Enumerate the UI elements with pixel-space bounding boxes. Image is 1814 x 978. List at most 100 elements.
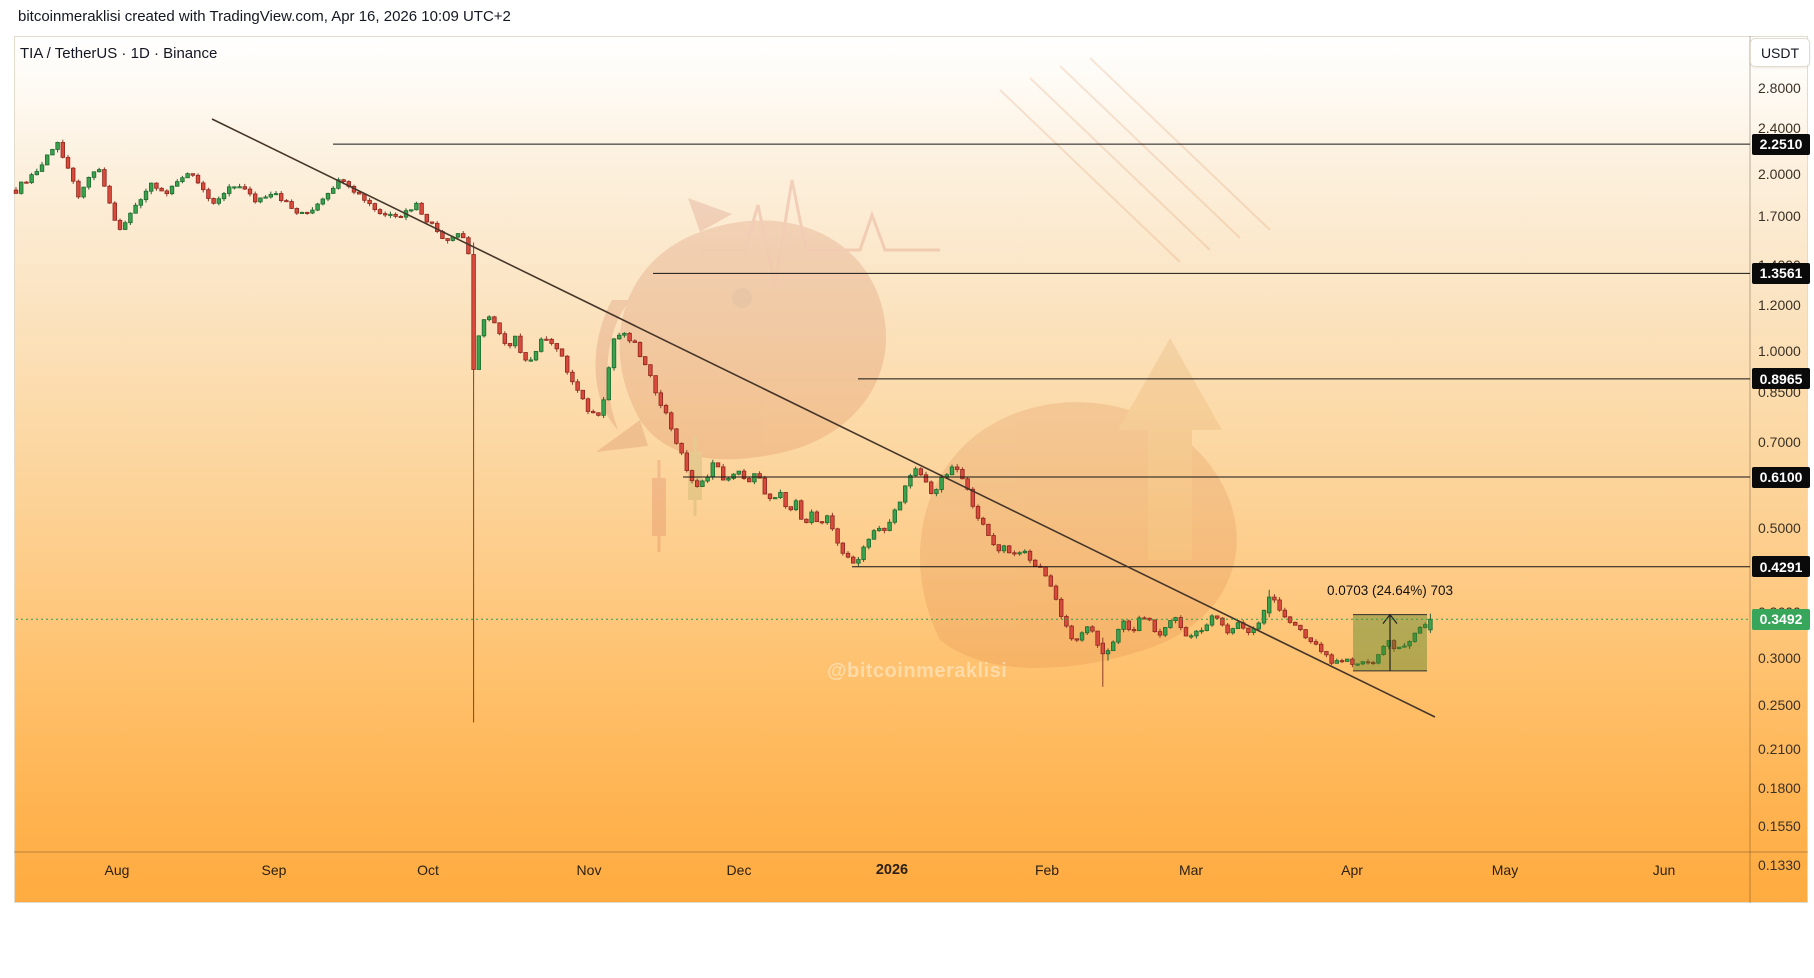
candle-body	[138, 199, 143, 206]
price-tick-label: 1.7000	[1758, 207, 1801, 224]
candle-body	[1027, 550, 1033, 561]
candle-body	[91, 171, 97, 178]
candle-body	[648, 364, 653, 377]
candle-body	[180, 177, 185, 183]
candle-body	[278, 193, 284, 201]
candle-body	[372, 203, 377, 211]
candle-body	[481, 319, 487, 337]
candle-body	[18, 181, 24, 194]
candle-body	[523, 352, 528, 361]
price-tick-label: 0.7000	[1758, 433, 1801, 450]
candle-body	[1074, 638, 1079, 641]
candle-body	[1126, 620, 1131, 630]
trendline[interactable]	[211, 118, 1436, 718]
candle-body	[1371, 662, 1376, 665]
candle-body	[970, 488, 975, 507]
candle-body	[143, 190, 149, 201]
candle-body	[601, 399, 606, 416]
candle-body	[1272, 596, 1277, 601]
candle-body	[211, 198, 216, 204]
candle-body	[1246, 627, 1251, 633]
time-axis-label: Aug	[104, 862, 130, 878]
candle-body	[684, 452, 689, 471]
candle-body	[1350, 658, 1355, 665]
price-tick-label: 2.8000	[1758, 80, 1801, 97]
candle-body	[1137, 617, 1142, 632]
candle-body	[570, 371, 575, 383]
candle-body	[960, 469, 965, 480]
candle-body	[284, 200, 289, 203]
candle-body	[809, 511, 814, 523]
candle-body	[1163, 627, 1168, 636]
candle-body	[310, 209, 315, 214]
currency-toggle-button[interactable]: USDT	[1750, 38, 1810, 67]
candle-body	[320, 198, 325, 205]
candle-body	[107, 185, 112, 204]
candle-body	[1001, 545, 1007, 552]
candle-body	[617, 334, 622, 340]
candle-body	[419, 202, 424, 215]
candle-body	[65, 156, 71, 169]
candle-body	[169, 185, 175, 195]
candle-body	[825, 515, 830, 524]
candle-body	[1116, 628, 1121, 643]
candle-body	[908, 475, 913, 487]
candle-body	[1339, 660, 1345, 663]
candle-body	[882, 527, 887, 531]
candle-body	[237, 186, 242, 189]
candle-body	[856, 559, 861, 564]
candle-body	[460, 233, 466, 239]
candle-body	[627, 332, 632, 342]
candle-body	[554, 343, 559, 350]
candle-body	[294, 208, 299, 214]
candle-body	[273, 193, 279, 196]
candle-body	[86, 176, 91, 188]
candle-body	[148, 182, 154, 192]
candle-body	[1085, 626, 1090, 634]
candle-body	[232, 186, 237, 189]
candle-body	[24, 181, 29, 184]
candle-body	[1079, 632, 1085, 641]
candle-body	[304, 211, 310, 214]
candle-body	[1147, 617, 1152, 621]
candle-body	[1402, 645, 1407, 648]
candle-body	[315, 203, 320, 211]
candle-body	[1012, 552, 1017, 555]
candle-body	[471, 254, 476, 370]
candle-body	[1059, 598, 1064, 617]
price-tick-label: 0.1330	[1758, 857, 1801, 874]
price-level-badge: 0.8965	[1752, 368, 1810, 390]
candle-body	[757, 473, 762, 479]
candle-body	[299, 211, 305, 214]
candle-body	[1282, 609, 1287, 618]
candle-body	[1183, 627, 1189, 637]
candle-body	[726, 477, 731, 481]
candle-body	[1412, 632, 1417, 642]
candle-body	[1168, 620, 1173, 628]
candle-body	[1100, 642, 1105, 655]
candle-body	[643, 356, 648, 366]
candle-body	[216, 198, 221, 204]
candle-body	[356, 191, 362, 195]
price-tick-label: 0.1800	[1758, 780, 1801, 797]
candle-body	[242, 186, 247, 190]
price-tick-label: 1.0000	[1758, 343, 1801, 359]
candle-body	[845, 552, 851, 558]
price-level-badge: 2.2510	[1752, 133, 1810, 155]
candle-body	[1345, 658, 1350, 662]
candle-body	[1111, 641, 1116, 652]
candle-body	[773, 497, 778, 500]
price-range-arrow-head	[1382, 613, 1398, 625]
candle-body	[123, 222, 128, 230]
candle-body	[1391, 640, 1397, 650]
candle-body	[559, 348, 565, 357]
candle-body	[492, 316, 497, 324]
candle-body	[1360, 661, 1365, 665]
candle-body	[1329, 654, 1334, 664]
candle-body	[778, 492, 783, 499]
price-tick-label: 2.4000	[1758, 119, 1801, 136]
candle-body	[1267, 596, 1272, 614]
candle-body	[29, 174, 34, 184]
